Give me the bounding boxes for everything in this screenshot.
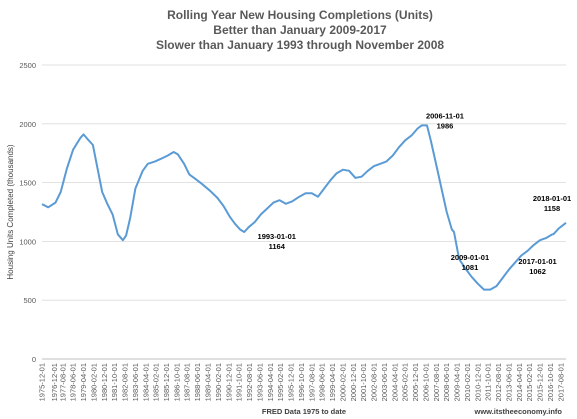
chart-subtitle-2: Slower than January 1993 through Novembe… — [156, 38, 444, 52]
x-tick-label-23: 1995-02-01 — [276, 363, 285, 401]
x-axis-title: FRED Data 1975 to date — [262, 407, 346, 416]
annotation-value-2: 1081 — [462, 263, 479, 272]
x-tick-label-24: 1995-12-01 — [287, 363, 296, 401]
x-tick-label-6: 1980-12-01 — [100, 363, 109, 401]
x-tick-label-28: 1999-04-01 — [328, 363, 337, 401]
y-tick-label-0: 0 — [32, 355, 36, 364]
x-tick-label-43: 2011-10-01 — [484, 363, 493, 401]
x-tick-label-20: 1992-08-01 — [245, 363, 254, 401]
x-axis-tick-labels: 1975-12-01 1976-12-01 1977-08-01 1978-06-01… — [38, 363, 566, 401]
chart-title-block: Rolling Year New Housing Completions (Un… — [156, 8, 444, 52]
x-tick-label-9: 1983-06-01 — [131, 363, 140, 401]
x-tick-label-36: 2005-12-01 — [411, 363, 420, 401]
y-tick-label-1000: 1000 — [19, 237, 36, 246]
x-tick-label-49: 2016-10-01 — [546, 363, 555, 401]
x-tick-label-13: 1986-10-01 — [172, 363, 181, 401]
x-tick-label-19: 1991-10-01 — [235, 363, 244, 401]
x-tick-label-33: 2003-06-01 — [380, 363, 389, 401]
series-line — [41, 124, 567, 291]
x-tick-label-27: 1998-06-01 — [318, 363, 327, 401]
gridlines — [42, 64, 566, 301]
annotation-date-1: 2006-11-01 — [426, 111, 464, 120]
x-tick-label-21: 1993-06-01 — [255, 363, 264, 401]
x-tick-label-32: 2002-08-01 — [370, 363, 379, 401]
x-tick-label-42: 2010-12-01 — [473, 363, 482, 401]
x-tick-label-0: 1975-12-01 — [38, 363, 47, 401]
x-tick-label-14: 1987-08-01 — [183, 363, 192, 401]
annotation-value-3: 1158 — [544, 204, 560, 213]
annotation-value-0: 1164 — [269, 242, 286, 251]
watermark-url: www.itstheeconomy.info — [473, 407, 562, 416]
y-tick-label-500: 500 — [23, 296, 36, 305]
x-tick-label-37: 2006-10-01 — [421, 363, 430, 401]
chart-title: Rolling Year New Housing Completions (Un… — [167, 8, 433, 22]
annotation-date-4: 2017-01-01 — [518, 257, 556, 266]
chart-subtitle-1: Better than January 2009-2017 — [213, 23, 387, 37]
y-axis-tick-labels: 0 500 1000 1500 2000 2500 — [19, 61, 36, 364]
y-tick-label-2500: 2500 — [19, 61, 36, 70]
x-tick-label-2: 1977-08-01 — [58, 363, 67, 401]
x-tick-label-10: 1984-04-01 — [141, 363, 150, 401]
y-axis-title: Housing Units Completed (thousands) — [6, 144, 15, 280]
x-tick-label-26: 1997-08-01 — [307, 363, 316, 401]
x-tick-label-39: 2008-06-01 — [442, 363, 451, 401]
x-tick-label-7: 1981-10-01 — [110, 363, 119, 401]
x-tick-label-35: 2005-02-01 — [401, 363, 410, 401]
x-tick-label-29: 2000-02-01 — [338, 363, 347, 401]
x-tick-label-38: 2007-08-01 — [432, 363, 441, 401]
x-tick-label-30: 2000-12-01 — [349, 363, 358, 401]
x-tick-label-5: 1980-02-01 — [89, 363, 98, 401]
y-tick-label-1500: 1500 — [19, 179, 36, 188]
x-tick-label-47: 2015-02-01 — [525, 363, 534, 401]
y-tick-label-2000: 2000 — [19, 120, 36, 129]
x-tick-label-12: 1985-12-01 — [162, 363, 171, 401]
x-tick-label-22: 1994-04-01 — [266, 363, 275, 401]
x-tick-label-17: 1990-02-01 — [214, 363, 223, 401]
x-tick-label-18: 1990-12-01 — [224, 363, 233, 401]
x-tick-label-25: 1996-10-01 — [297, 363, 306, 401]
x-tick-label-16: 1989-04-01 — [204, 363, 213, 401]
x-tick-label-8: 1982-08-01 — [121, 363, 130, 401]
x-tick-label-34: 2004-04-01 — [390, 363, 399, 401]
x-tick-label-3: 1978-06-01 — [69, 363, 78, 401]
x-tick-label-41: 2010-02-01 — [463, 363, 472, 401]
x-tick-label-44: 2012-08-01 — [494, 363, 503, 401]
x-tick-label-46: 2014-04-01 — [515, 363, 524, 401]
x-tick-label-31: 2001-10-01 — [359, 363, 368, 401]
annotation-date-3: 2018-01-01 — [533, 194, 571, 203]
x-tick-label-11: 1985-02-01 — [152, 363, 161, 401]
annotation-date-2: 2009-01-01 — [451, 253, 489, 262]
x-tick-label-40: 2009-04-01 — [453, 363, 462, 401]
x-tick-label-15: 1988-06-01 — [193, 363, 202, 401]
annotation-value-1: 1986 — [437, 121, 454, 130]
annotation-date-0: 1993-01-01 — [258, 232, 296, 241]
x-tick-label-45: 2013-06-01 — [504, 363, 513, 401]
annotation-value-4: 1062 — [529, 267, 546, 276]
x-tick-label-50: 2017-08-01 — [556, 363, 565, 401]
data-annotations: 1993-01-0111642006-11-0119862009-01-0110… — [258, 111, 572, 276]
x-tick-label-48: 2015-12-01 — [536, 363, 545, 401]
x-tick-label-4: 1979-04-01 — [79, 363, 88, 401]
x-tick-label-1: 1976-12-01 — [50, 363, 59, 401]
